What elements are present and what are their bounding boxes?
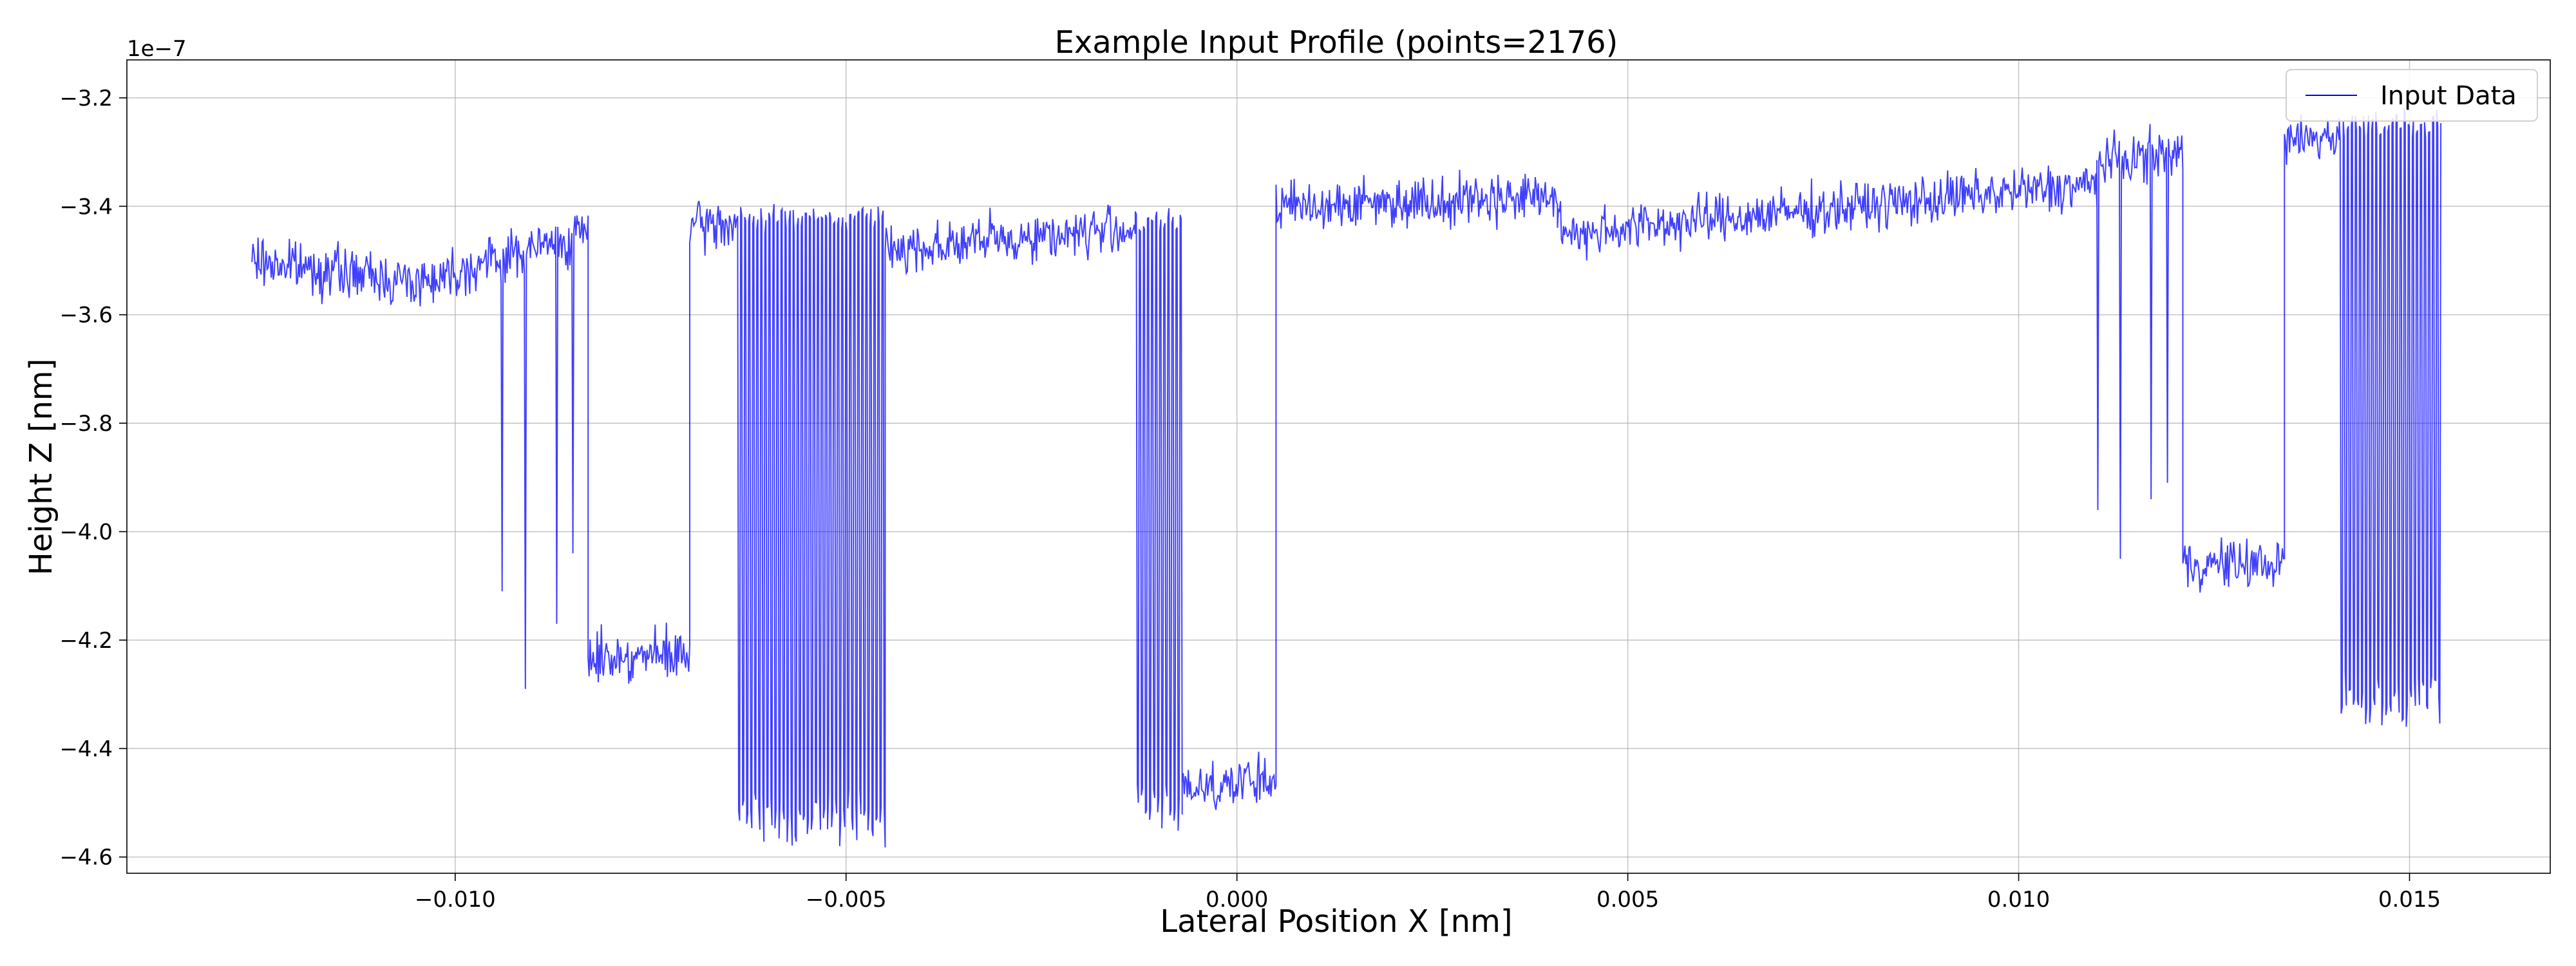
axis-ticks: −0.010 −0.005 0.000 0.005 0.010 0.015 −4.6 −4.4…: [59, 86, 2441, 913]
legend-box: [2286, 69, 2538, 122]
y-tick-label: −3.8: [59, 411, 113, 437]
y-tick-label: −4.4: [59, 736, 113, 762]
y-tick-label: −4.0: [59, 520, 113, 545]
x-tick-label: 0.010: [1987, 887, 2050, 913]
x-tick-label: −0.005: [806, 887, 887, 913]
y-axis-label: Height Z [nm]: [23, 359, 59, 576]
grid: [127, 60, 2550, 873]
plot-area: [126, 59, 2551, 874]
y-tick-label: −3.2: [59, 86, 113, 111]
series-line-input-data: [251, 108, 2442, 848]
x-tick-label: 0.005: [1596, 887, 1659, 913]
x-tick-label: 0.015: [2378, 887, 2441, 913]
x-axis-label: Lateral Position X [nm]: [1160, 904, 1512, 940]
legend: Input Data: [2286, 69, 2538, 122]
y-tick-label: −4.2: [59, 628, 113, 654]
x-tick-label: 0.000: [1206, 887, 1268, 913]
y-offset-label: 1e−7: [127, 36, 187, 62]
chart-title: Example Input Profile (points=2176): [1055, 24, 1618, 61]
y-tick-label: −3.6: [59, 303, 113, 328]
y-tick-label: −4.6: [59, 845, 113, 871]
series-layer: [251, 108, 2442, 848]
x-tick-label: −0.010: [415, 887, 496, 913]
y-tick-label: −3.4: [59, 194, 113, 220]
legend-label: Input Data: [2380, 81, 2517, 111]
